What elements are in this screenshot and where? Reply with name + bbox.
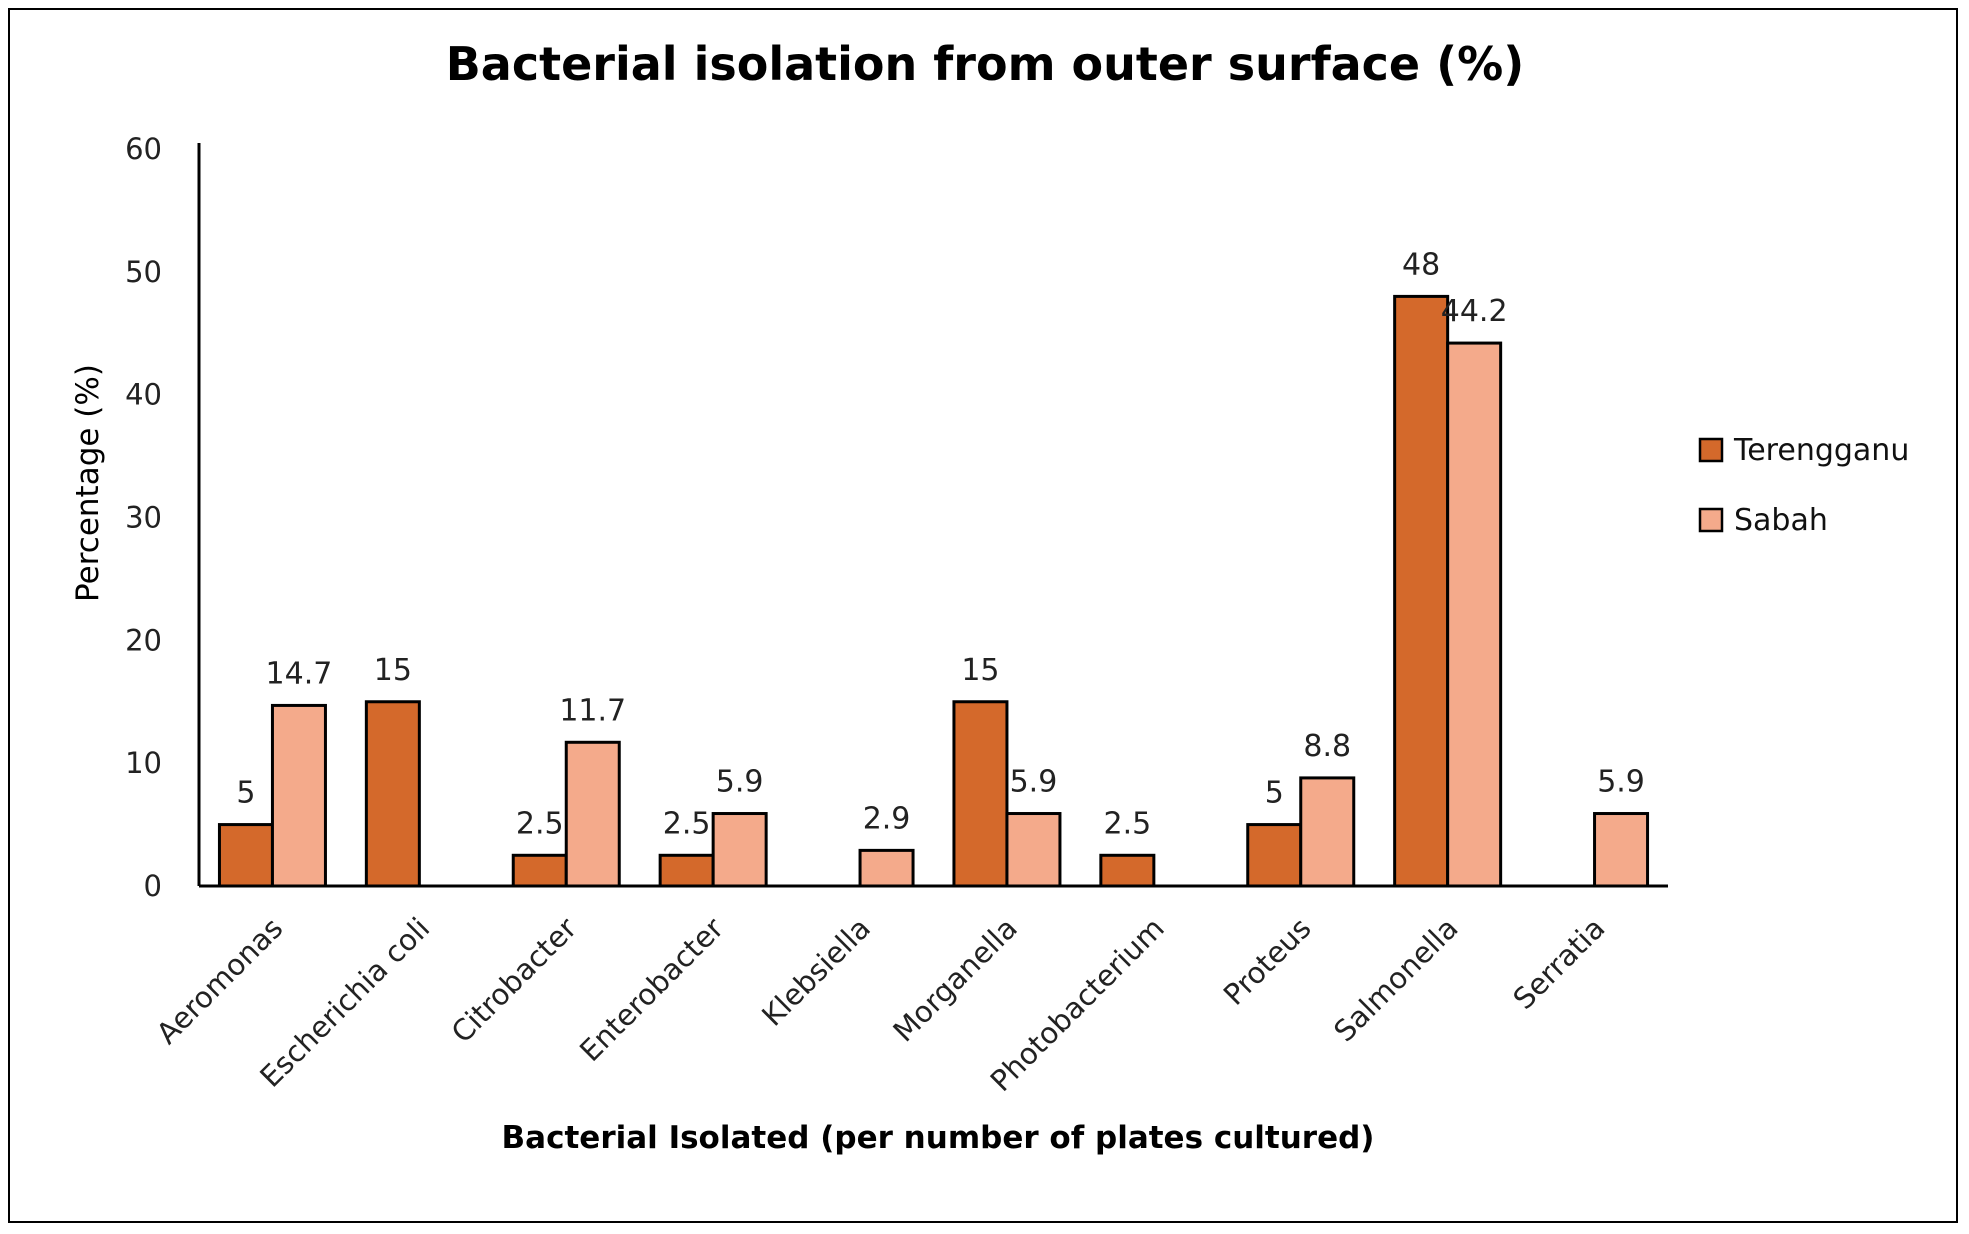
x-tick-label: Klebsiella <box>755 911 877 1033</box>
data-label: 5 <box>236 776 255 811</box>
chart-frame: Bacterial isolation from outer surface (… <box>8 8 1958 1223</box>
data-label: 2.5 <box>516 806 564 841</box>
data-label: 8.8 <box>1303 729 1351 764</box>
data-label: 5.9 <box>1597 765 1645 800</box>
data-label: 5.9 <box>716 765 764 800</box>
bar-chart: Bacterial isolation from outer surface (… <box>70 37 1909 1156</box>
bar-terengganu-aeromonas <box>217 823 274 888</box>
y-tick-label: 40 <box>125 378 162 412</box>
data-label: 5.9 <box>1010 765 1058 800</box>
legend-label-terengganu: Terengganu <box>1733 433 1909 468</box>
data-label: 14.7 <box>266 656 333 691</box>
data-label: 5 <box>1265 776 1284 811</box>
bar-sabah-morganella <box>1005 812 1062 888</box>
data-label: 15 <box>374 653 412 688</box>
bar-sabah-aeromonas <box>270 703 327 888</box>
bar-sabah-klebsiella <box>858 848 915 888</box>
data-label: 2.5 <box>1103 806 1151 841</box>
bar-terengganu-proteus <box>1246 823 1303 888</box>
bar-terengganu-salmonella <box>1393 294 1450 888</box>
bar-terengganu-enterobacter <box>658 853 715 888</box>
data-label: 48 <box>1402 247 1440 282</box>
bar-sabah-enterobacter <box>711 812 768 888</box>
x-tick-label: Proteus <box>1217 911 1318 1012</box>
bar-sabah-proteus <box>1299 776 1356 888</box>
x-axis-title: Bacterial Isolated (per number of plates… <box>502 1120 1375 1156</box>
y-tick-label: 20 <box>125 623 162 657</box>
x-tick-label: Salmonella <box>1327 911 1464 1048</box>
x-tick-label: Citrobacter <box>445 911 584 1050</box>
data-label: 2.5 <box>663 806 711 841</box>
bar-terengganu-escherichia-coli <box>364 700 421 888</box>
data-label: 44.2 <box>1441 294 1508 329</box>
legend-swatch-sabah <box>1698 507 1724 533</box>
x-tick-label: Aeromonas <box>150 911 290 1051</box>
legend: Terengganu Sabah <box>1698 433 1909 538</box>
data-label: 11.7 <box>559 693 626 728</box>
bar-sabah-serratia <box>1593 812 1650 888</box>
y-tick-label: 60 <box>125 132 162 166</box>
y-axis-title: Percentage (%) <box>70 364 106 602</box>
y-tick-label: 0 <box>144 869 162 903</box>
y-tick-label: 50 <box>125 255 162 289</box>
bar-terengganu-photobacterium <box>1099 853 1156 888</box>
data-label: 2.9 <box>863 801 911 836</box>
data-label: 15 <box>961 653 999 688</box>
bar-terengganu-citrobacter <box>511 853 568 888</box>
chart-title: Bacterial isolation from outer surface (… <box>446 37 1524 91</box>
x-tick-label: Enterobacter <box>573 911 730 1068</box>
legend-label-sabah: Sabah <box>1734 503 1828 538</box>
y-tick-label: 30 <box>125 501 162 535</box>
x-tick-label: Morganella <box>886 911 1024 1049</box>
y-tick-label: 10 <box>125 746 162 780</box>
legend-swatch-terengganu <box>1698 437 1724 463</box>
bar-sabah-citrobacter <box>564 740 621 888</box>
bar-sabah-salmonella <box>1446 341 1503 888</box>
plot-area: 0102030405060514.7Aeromonas15Escherichia… <box>125 132 1668 1098</box>
bar-terengganu-morganella <box>952 700 1009 888</box>
x-tick-label: Serratia <box>1506 911 1611 1016</box>
